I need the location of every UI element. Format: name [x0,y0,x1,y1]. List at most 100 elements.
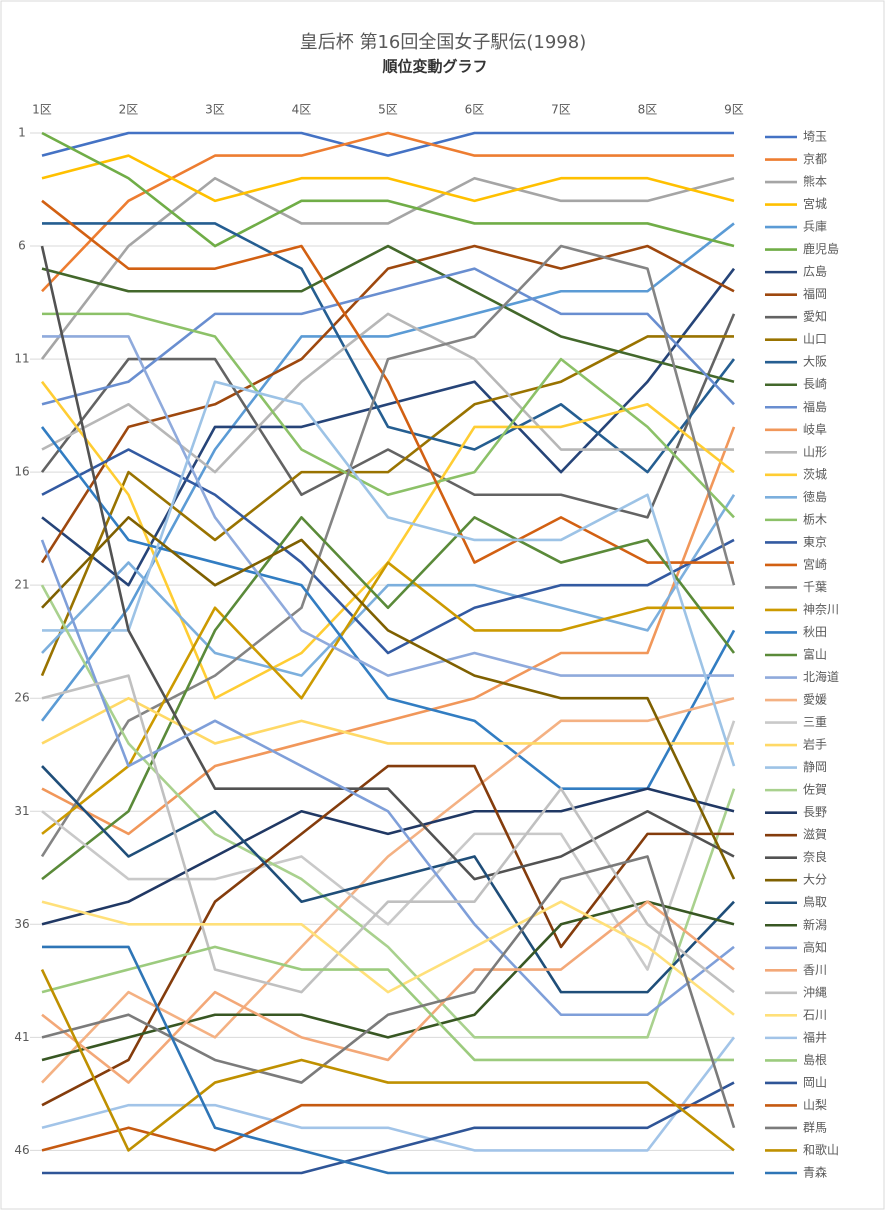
series-line [40,244,736,858]
legend-label: 宮城 [803,196,827,211]
series-line [40,222,735,722]
legend-label: 熊本 [803,174,827,189]
legend-label: 三重 [803,715,827,729]
legend-label: 香川 [803,963,827,977]
series-line [42,1081,735,1175]
legend-label: 栃木 [803,512,827,526]
series-line [41,765,735,994]
series-line [40,968,735,1152]
series-line [41,900,735,1016]
y-tick-label: 26 [14,691,29,705]
chart-subtitle: 順位変動グラフ [381,58,487,76]
series-line [42,380,736,767]
legend-label: 岩手 [803,737,827,752]
legend-label: 富山 [803,647,827,662]
x-tick-label: 3区 [205,103,225,117]
legend-label: 山口 [803,332,827,346]
legend-label: 岡山 [803,1075,827,1089]
legend-label: 京都 [803,152,827,166]
legend-label: 福井 [803,1029,827,1044]
series-line [41,131,734,293]
series-line [41,945,734,1062]
legend-label: 高知 [803,939,827,954]
legend-label: 鳥取 [803,894,827,909]
y-tick-label: 46 [14,1143,29,1157]
legend-label: 長野 [803,805,827,819]
legend-label: 新潟 [803,917,827,932]
y-tick-label: 21 [14,578,29,592]
series-line [40,539,735,1017]
series-line [41,855,736,1129]
legend-label: 東京 [803,535,827,549]
x-tick-label: 2区 [119,103,139,117]
lines [40,131,736,1175]
series-line [42,335,734,677]
legend: 埼玉京都熊本宮城兵庫鹿児島広島福岡愛知山口大阪長崎福島岐阜山形茨城徳島栃木東京宮… [765,130,839,1180]
legend-label: 愛媛 [803,693,827,707]
legend-label: 岐阜 [803,422,827,436]
y-tick-label: 16 [14,465,29,479]
series-line [41,1036,736,1152]
series-line [41,516,736,880]
series-line [41,154,735,203]
legend-label: 石川 [803,1008,827,1022]
legend-label: 大阪 [803,355,827,369]
series-line [40,244,735,564]
legend-label: 大分 [803,873,827,887]
legend-label: 広島 [803,264,827,279]
legend-label: 埼玉 [803,130,827,144]
legend-label: 兵庫 [803,220,827,234]
series-line [40,245,735,881]
y-tick-label: 1 [18,126,26,140]
y-tick-label: 31 [14,804,29,818]
legend-label: 茨城 [803,467,827,481]
legend-label: 山梨 [803,1098,827,1112]
legend-label: 秋田 [803,625,827,639]
series-line [41,494,736,677]
series-line [41,900,735,1084]
x-tick-label: 5区 [378,103,398,117]
legend-label: 静岡 [803,760,827,774]
series-line [41,131,735,248]
series-line [41,426,736,836]
legend-label: 福島 [803,399,827,414]
legend-label: 佐賀 [803,783,827,797]
series-line [41,1103,734,1152]
legend-label: 奈良 [803,849,827,864]
y-tick-label: 36 [14,917,29,931]
chart-title: 皇后杯 第16回全国女子駅伝(1998) [300,32,586,53]
legend-label: 青森 [803,1165,827,1180]
legend-label: 群馬 [803,1120,827,1134]
series-line [42,945,734,1175]
series-line [41,448,735,655]
legend-label: 鹿児島 [803,241,839,256]
series-line [41,312,734,474]
legend-label: 北海道 [803,669,839,684]
y-tick-label: 6 [18,239,26,253]
y-tick-label: 11 [14,352,29,366]
x-tick-label: 1区 [32,103,52,117]
legend-label: 千葉 [803,580,827,594]
series-line [41,674,735,994]
series-line [41,267,735,406]
legend-label: 福岡 [803,286,827,301]
legend-label: 愛知 [803,310,827,324]
series-line [41,244,735,383]
series-line [41,131,734,157]
legend-label: 長崎 [803,377,827,391]
x-tick-label: 4区 [292,103,312,117]
series-line [41,696,734,745]
x-tick-label: 6区 [465,103,485,117]
series-line [41,787,735,926]
legend-label: 神奈川 [803,602,839,616]
x-tick-label: 8区 [638,103,658,117]
x-tick-label: 9区 [724,103,744,117]
legend-label: 和歌山 [803,1142,839,1157]
x-tick-label: 7区 [551,103,571,117]
legend-label: 沖縄 [803,984,827,999]
legend-label: 徳島 [803,489,827,504]
series-line [42,312,735,519]
legend-label: 滋賀 [803,828,827,842]
y-tick-label: 41 [14,1030,29,1044]
